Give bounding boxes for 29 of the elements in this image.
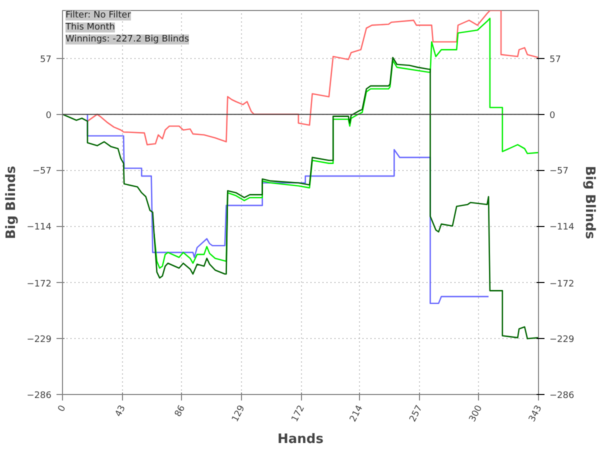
x-tick-label: 0 — [56, 404, 68, 414]
x-tick-label: 343 — [528, 404, 544, 424]
x-axis-title: Hands — [278, 432, 324, 447]
x-tick-label: 257 — [408, 404, 425, 424]
x-tick-label: 129 — [230, 404, 248, 424]
annotation: Filter: No Filter — [66, 10, 132, 20]
annotation: Winnings: -227.2 Big Blinds — [66, 34, 190, 44]
y-tick-label: −229 — [26, 335, 52, 346]
y2-tick-label: −114 — [550, 222, 574, 233]
y2-axis-title: Big Blinds — [582, 166, 598, 240]
x-tick-label: 86 — [174, 404, 188, 419]
y2-tick-label: −229 — [550, 335, 574, 346]
y-axis-title: Big Blinds — [4, 166, 19, 240]
y2-tick-label: 0 — [550, 110, 556, 121]
y-tick-label: −286 — [26, 391, 52, 401]
y-tick-label: 57 — [40, 55, 52, 65]
annotation: This Month — [64, 22, 115, 32]
x-tick-label: 172 — [290, 404, 307, 424]
y2-tick-label: 57 — [550, 55, 561, 65]
y-tick-label: 0 — [46, 110, 52, 121]
y-tick-label: −172 — [26, 279, 52, 290]
x-tick-label: 43 — [114, 404, 128, 419]
y2-tick-label: −172 — [550, 279, 574, 290]
y-tick-label: −114 — [26, 222, 52, 233]
x-tick-label: 300 — [468, 404, 485, 424]
y2-tick-label: −57 — [550, 166, 568, 177]
y-tick-label: −57 — [32, 166, 52, 177]
y2-tick-label: −286 — [550, 391, 574, 401]
x-tick-label: 214 — [348, 404, 366, 424]
